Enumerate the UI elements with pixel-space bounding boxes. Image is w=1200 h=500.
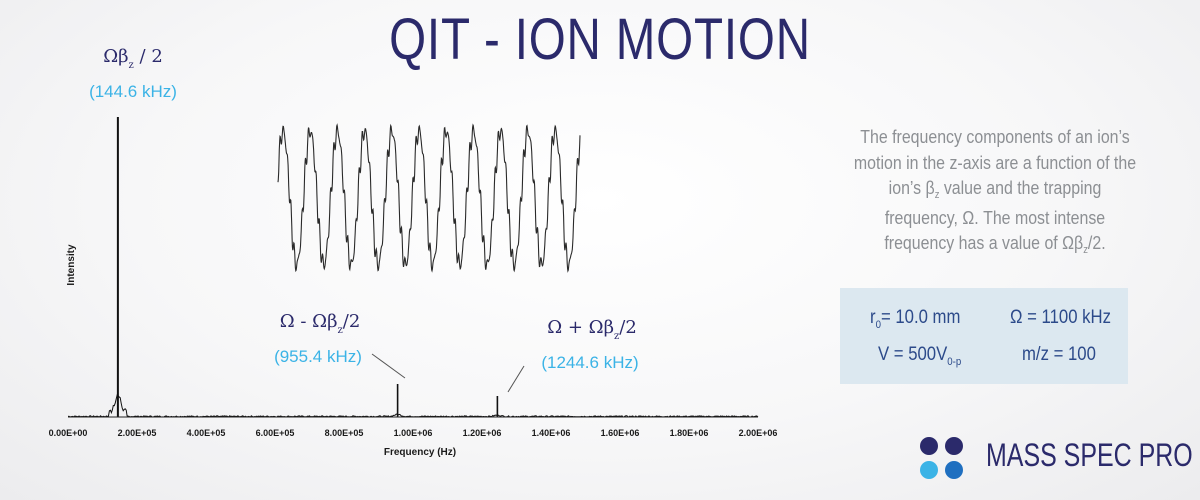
x-axis-label: Frequency (Hz) (384, 447, 456, 458)
description-line: ion’s βz value and the trapping (888, 177, 1102, 201)
annotation-peak3-value: (1244.6 kHz) (541, 353, 638, 372)
logo-text: MASS SPEC PRO (986, 437, 1193, 473)
description-line: motion in the z-axis are a function of t… (853, 151, 1137, 173)
logo-dot (945, 437, 963, 455)
annotation-peak2-value: (955.4 kHz) (274, 347, 362, 366)
page-title: QIT - ION MOTION (389, 7, 811, 72)
annotation-peak1-value: (144.6 kHz) (89, 82, 177, 101)
param-omega: Ω = 1100 kHz (1010, 307, 1111, 328)
annotation-leader-line-2 (507, 365, 525, 393)
x-tick-label: 4.00E+05 (187, 428, 226, 438)
x-tick-label: 0.00E+00 (49, 428, 88, 438)
annotation-leader-line-1 (371, 353, 406, 379)
description-line: The frequency components of an ion’s (860, 126, 1130, 147)
x-tick-label: 2.00E+06 (739, 428, 778, 438)
annotation-peak3-symbol: Ω + Ωβz/2 (547, 317, 637, 342)
x-tick-labels: 0.00E+00 2.00E+05 4.00E+05 6.00E+05 8.00E+05… (49, 428, 778, 438)
description-text: The frequency components of an ion’s mot… (845, 124, 1146, 260)
x-tick-label: 6.00E+05 (256, 428, 295, 438)
param-mz: m/z = 100 (1022, 344, 1096, 365)
x-tick-label: 1.00E+06 (394, 428, 433, 438)
ion-motion-waveform (277, 123, 581, 273)
description-line: frequency, Ω. The most intense (884, 206, 1106, 228)
x-tick-label: 1.20E+06 (463, 428, 502, 438)
waveform-line (277, 123, 581, 273)
logo-dot (920, 437, 938, 455)
logo-dot (920, 461, 938, 479)
spectrum-trace (67, 117, 759, 418)
param-r0: r0= 10.0 mm (870, 307, 961, 331)
annotation-peak1-symbol: Ωβz / 2 (103, 46, 163, 71)
parameters-box: r0= 10.0 mm Ω = 1100 kHz V = 500V0-p m/z… (840, 288, 1128, 384)
x-tick-label: 1.60E+06 (601, 428, 640, 438)
x-tick-label: 1.40E+06 (532, 428, 571, 438)
description-line: frequency has a value of Ωβz/2. (884, 232, 1106, 256)
annotation-peak2-symbol: Ω - Ωβz/2 (280, 311, 361, 336)
logo-dot (945, 461, 963, 479)
x-tick-label: 1.80E+06 (670, 428, 709, 438)
param-voltage: V = 500V0-p (878, 344, 962, 368)
x-tick-label: 8.00E+05 (325, 428, 364, 438)
spectrum-baseline (67, 393, 759, 418)
y-axis-label: Intensity (66, 244, 77, 286)
x-tick-label: 2.00E+05 (118, 428, 157, 438)
